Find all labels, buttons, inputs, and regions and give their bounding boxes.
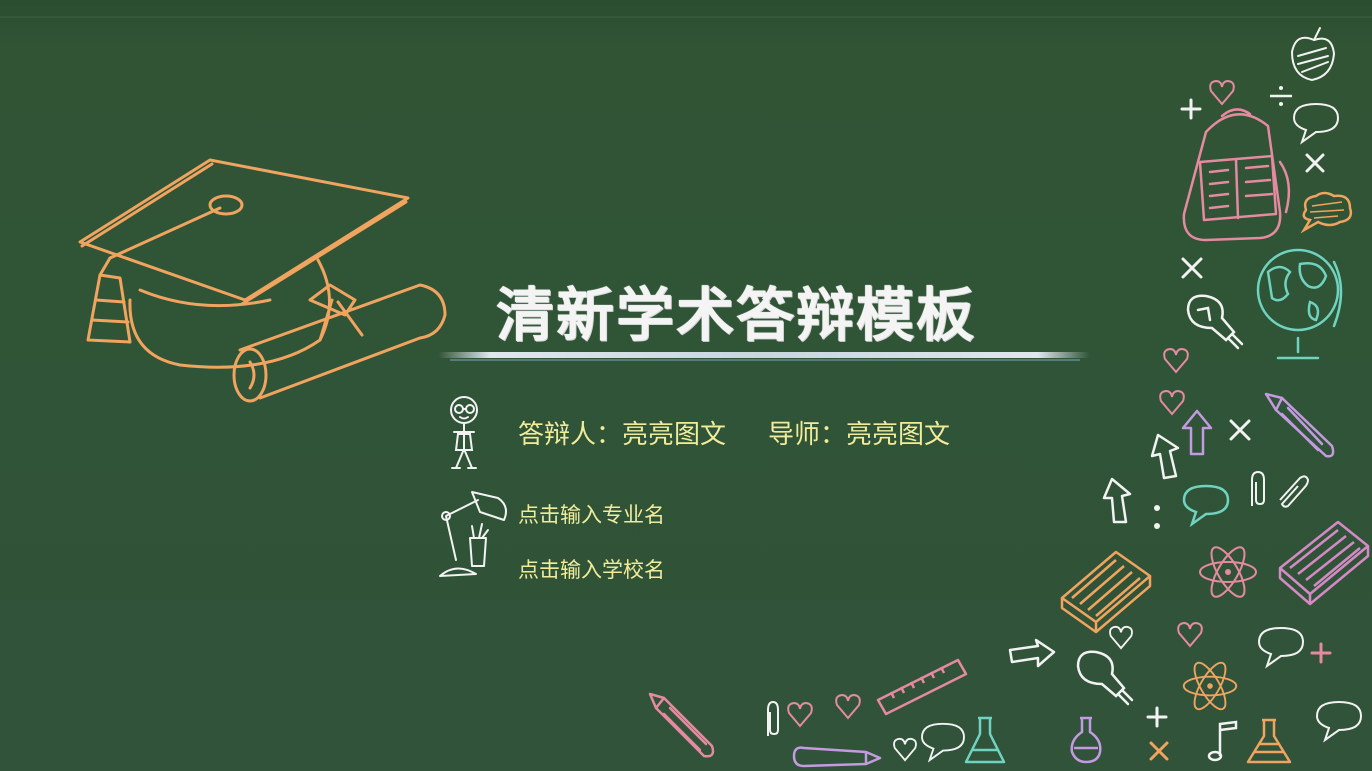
cross-icon <box>1181 257 1203 279</box>
music-note-icon <box>1207 720 1238 762</box>
atom-icon <box>1199 546 1257 598</box>
diploma-scroll-icon <box>232 283 447 403</box>
divide-icon <box>1270 86 1292 106</box>
defender-label: 答辩人： <box>518 420 623 450</box>
heart-icon <box>787 701 813 728</box>
lightbulb-icon <box>1186 294 1244 350</box>
speech-bubble-icon <box>1257 626 1305 669</box>
speech-bubble-icon <box>921 722 965 763</box>
arrow-icon <box>1181 409 1213 456</box>
cross-icon <box>1229 419 1251 441</box>
plus-icon <box>1146 706 1168 728</box>
boy-icon <box>450 396 478 469</box>
heart-icon <box>1177 621 1203 648</box>
heart-icon <box>1163 347 1189 374</box>
heart-icon <box>835 693 861 720</box>
flask-icon <box>1246 718 1292 764</box>
speech-bubble-icon <box>1315 700 1363 743</box>
plus-icon <box>1180 98 1202 120</box>
arrow-icon <box>1102 477 1132 524</box>
speech-bubble-icon <box>1292 102 1340 145</box>
slide-title[interactable]: 清新学术答辩模板 <box>496 281 977 349</box>
desk-lamp-icon <box>439 491 507 577</box>
dots-icon <box>1154 505 1160 529</box>
major-input[interactable]: 点击输入专业名 <box>518 503 665 527</box>
advisor-label: 导师： <box>768 420 847 450</box>
flask-icon <box>1070 716 1102 764</box>
heart-icon <box>1159 389 1185 416</box>
heart-icon <box>1209 79 1235 106</box>
book-icon <box>1278 520 1370 606</box>
cross-icon <box>1149 741 1169 761</box>
paperclip-icon <box>1251 470 1310 508</box>
defender-name[interactable]: 亮亮图文 <box>622 420 727 450</box>
lightbulb-icon <box>1076 650 1134 706</box>
heart-icon <box>1109 625 1133 650</box>
plus-icon <box>1310 642 1332 664</box>
defender-advisor-line: 答辩人：亮亮图文 导师：亮亮图文 <box>518 414 950 451</box>
graduation-cap-icon <box>78 158 447 403</box>
pencil-icon <box>648 692 715 758</box>
heart-icon <box>893 737 917 762</box>
school-input[interactable]: 点击输入学校名 <box>518 558 665 582</box>
paperclip-icon <box>767 700 779 736</box>
flask-icon <box>964 716 1006 764</box>
advisor-name[interactable]: 亮亮图文 <box>846 420 951 450</box>
speech-bubble-icon <box>1300 191 1353 234</box>
title-underline-shadow <box>450 359 1080 361</box>
speech-bubble-icon <box>1182 484 1230 528</box>
arrow-icon <box>1008 638 1056 668</box>
cross-icon <box>1305 153 1325 173</box>
book-icon <box>1060 550 1152 634</box>
arrow-icon <box>1150 433 1180 480</box>
ruler-icon <box>876 658 968 716</box>
globe-icon <box>1256 248 1343 360</box>
backpack-icon <box>1182 108 1291 242</box>
title-underline <box>438 352 1090 358</box>
atom-icon <box>1182 661 1238 711</box>
board-top-line <box>0 16 1372 18</box>
pencil-icon <box>792 746 882 768</box>
apple-icon <box>1290 27 1336 82</box>
pencil-icon <box>1264 392 1335 458</box>
